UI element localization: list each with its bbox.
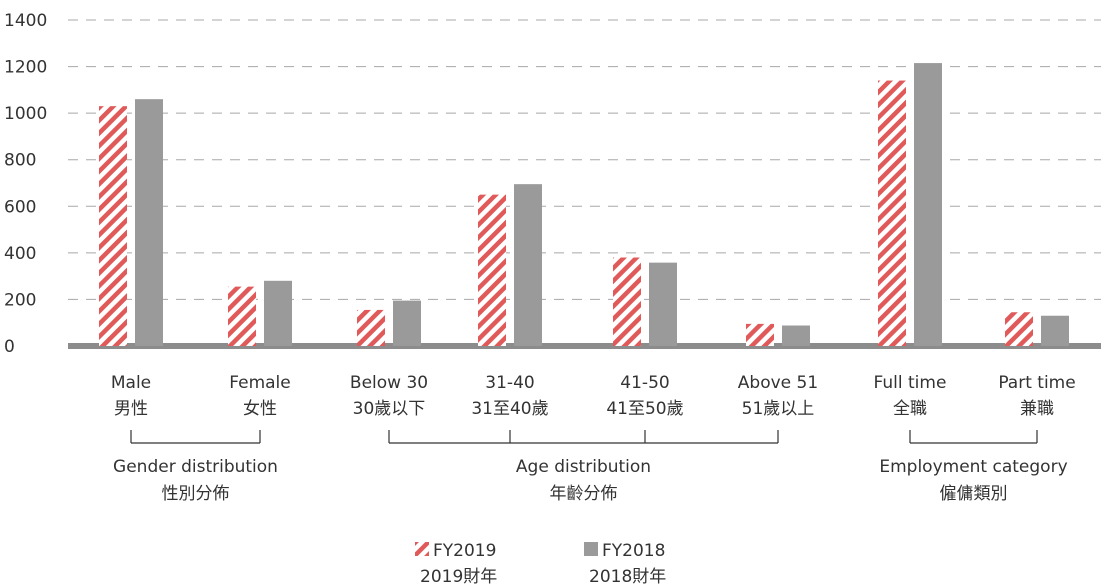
group-label-zh: 僱傭類別 xyxy=(940,484,1008,504)
group-label-zh: 性別分佈 xyxy=(162,484,230,504)
legend-label-en: FY2019 xyxy=(433,541,496,561)
bar-fy2019-4 xyxy=(613,257,641,346)
legend-swatch-fy2018 xyxy=(584,542,598,556)
bar-fy2018-3 xyxy=(514,184,542,346)
y-axis: 0 200 400 600 800 1000 1200 1400 xyxy=(4,11,1101,357)
bar-fy2019-1 xyxy=(228,286,256,346)
bar-fy2019-0 xyxy=(99,106,127,347)
bar-fy2019-6 xyxy=(878,80,906,347)
bar-fy2018-6 xyxy=(914,63,942,346)
bar-fy2019-2 xyxy=(357,309,385,346)
y-tick-label: 0 xyxy=(4,337,15,357)
y-tick-label: 400 xyxy=(4,244,36,264)
category-label-en: Above 51 xyxy=(738,373,818,393)
y-tick-label: 800 xyxy=(4,151,36,171)
group-label-en: Employment category xyxy=(879,457,1067,477)
category-label-zh: 全職 xyxy=(893,399,927,419)
bar-fy2018-4 xyxy=(649,262,677,346)
group-brackets: Gender distribution 性別分佈 Age distribution 年… xyxy=(113,430,1068,504)
category-label-zh: 51歲以上 xyxy=(742,399,815,419)
bars xyxy=(99,63,1069,347)
bar-fy2018-7 xyxy=(1041,315,1069,346)
bar-fy2019-7 xyxy=(1005,312,1033,346)
bar-fy2018-1 xyxy=(264,280,292,346)
legend-swatch-fy2019 xyxy=(415,542,429,556)
category-label-en: 41-50 xyxy=(620,373,669,393)
group-label-zh: 年齡分佈 xyxy=(550,484,618,504)
group-bracket xyxy=(388,430,779,444)
category-label-en: Below 30 xyxy=(350,373,428,393)
category-label-zh: 兼職 xyxy=(1020,399,1054,419)
bar-fy2019-5 xyxy=(746,323,774,346)
bar-fy2018-5 xyxy=(782,325,810,346)
y-tick-label: 600 xyxy=(4,197,36,217)
legend-label-zh: 2019財年 xyxy=(420,567,497,587)
legend-label-zh: 2018財年 xyxy=(589,567,666,587)
category-label-en: Full time xyxy=(874,373,947,393)
category-label-zh: 41至50歲 xyxy=(606,399,683,419)
category-label-zh: 30歲以下 xyxy=(353,399,426,419)
category-label-zh: 女性 xyxy=(243,399,277,419)
group-bracket xyxy=(130,430,261,444)
category-label-zh: 31至40歲 xyxy=(471,399,548,419)
y-tick-label: 1200 xyxy=(4,58,47,78)
group-bracket xyxy=(909,430,1038,444)
category-labels: Male 男性 Female 女性 Below 30 30歲以下 31-40 31至40歲 41… xyxy=(111,373,1076,419)
category-label-en: Female xyxy=(229,373,290,393)
category-label-zh: 男性 xyxy=(114,399,148,419)
x-axis-baseline xyxy=(68,343,1101,349)
y-tick-label: 200 xyxy=(4,290,36,310)
y-tick-label: 1400 xyxy=(4,11,47,31)
gridlines xyxy=(68,19,1101,300)
category-label-en: 31-40 xyxy=(485,373,534,393)
y-tick-label: 1000 xyxy=(4,104,47,124)
group-label-en: Age distribution xyxy=(516,457,651,477)
bar-fy2018-2 xyxy=(393,300,421,346)
bar-fy2019-3 xyxy=(478,194,506,346)
category-label-en: Male xyxy=(111,373,151,393)
bar-fy2018-0 xyxy=(135,99,163,347)
legend-label-en: FY2018 xyxy=(602,541,665,561)
legend: FY2019 2019財年 FY2018 2018財年 xyxy=(415,541,666,587)
group-label-en: Gender distribution xyxy=(113,457,278,477)
category-label-en: Part time xyxy=(998,373,1075,393)
